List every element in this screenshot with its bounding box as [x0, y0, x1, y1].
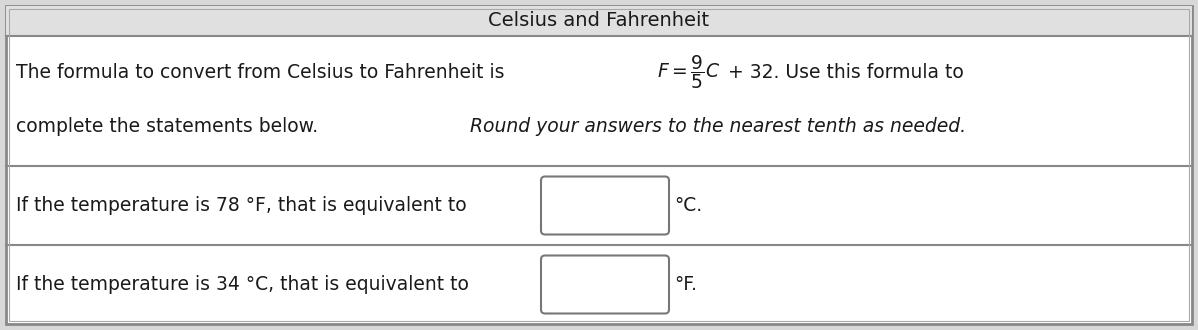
Bar — [6, 6, 1192, 36]
Text: If the temperature is 78 °F, that is equivalent to: If the temperature is 78 °F, that is equ… — [16, 196, 467, 215]
Text: °F.: °F. — [674, 275, 697, 294]
Text: complete the statements below.: complete the statements below. — [16, 117, 325, 137]
FancyBboxPatch shape — [541, 255, 668, 314]
Text: If the temperature is 34 °C, that is equivalent to: If the temperature is 34 °C, that is equ… — [16, 275, 468, 294]
Text: °C.: °C. — [674, 196, 702, 215]
Text: $F = \dfrac{9}{5}C$: $F = \dfrac{9}{5}C$ — [657, 53, 720, 91]
Text: + 32. Use this formula to: + 32. Use this formula to — [721, 63, 963, 82]
FancyBboxPatch shape — [541, 177, 668, 235]
Text: Celsius and Fahrenheit: Celsius and Fahrenheit — [489, 12, 709, 30]
Text: The formula to convert from Celsius to Fahrenheit is: The formula to convert from Celsius to F… — [16, 63, 510, 82]
Text: Round your answers to the nearest tenth as needed.: Round your answers to the nearest tenth … — [471, 117, 967, 137]
